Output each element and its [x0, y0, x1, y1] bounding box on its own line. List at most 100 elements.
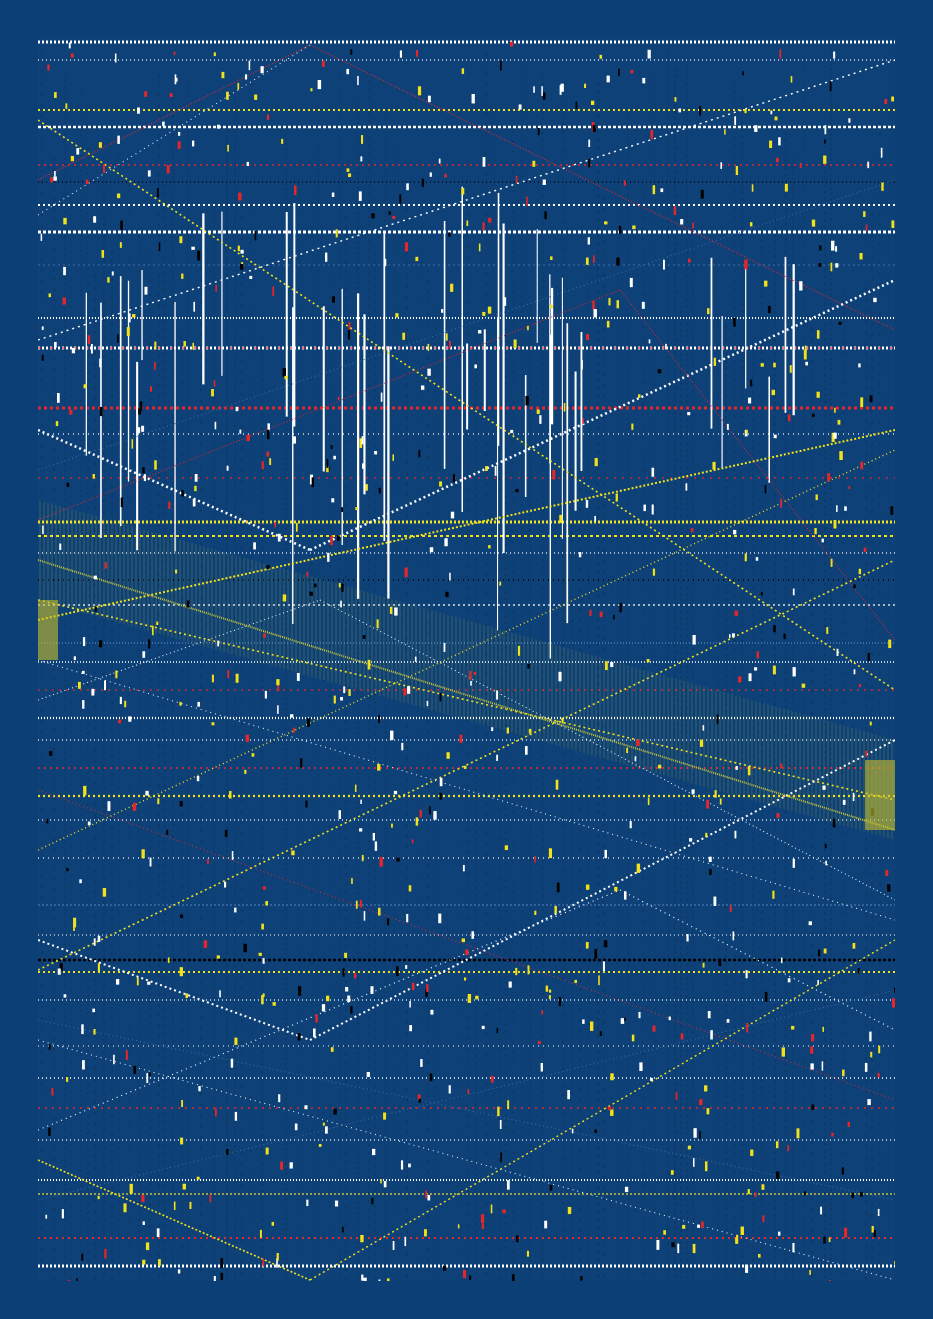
confetti-mark	[214, 421, 217, 430]
confetti-mark	[313, 583, 317, 588]
confetti-mark	[471, 93, 475, 104]
confetti-mark	[234, 1111, 238, 1121]
confetti-mark	[396, 857, 400, 862]
confetti-mark	[734, 830, 737, 839]
confetti-mark	[673, 206, 677, 216]
confetti-mark	[532, 160, 536, 167]
confetti-mark	[536, 409, 540, 414]
confetti-mark	[425, 1190, 427, 1199]
confetti-mark	[835, 263, 839, 268]
confetti-mark	[141, 425, 145, 432]
confetti-mark	[639, 1062, 643, 1072]
confetti-mark	[92, 1008, 96, 1013]
confetti-mark	[142, 651, 146, 658]
confetti-mark	[54, 170, 56, 177]
confetti-mark	[894, 1260, 895, 1265]
confetti-mark	[863, 211, 866, 217]
confetti-mark	[230, 1058, 234, 1068]
confetti-mark	[829, 81, 832, 92]
confetti-mark	[848, 485, 851, 490]
confetti-mark	[839, 451, 843, 461]
confetti-mark	[142, 1259, 146, 1265]
confetti-mark	[892, 998, 895, 1008]
confetti-mark	[430, 1009, 434, 1015]
confetti-mark	[680, 219, 684, 225]
confetti-mark	[877, 1072, 880, 1078]
confetti-mark	[665, 343, 667, 350]
confetti-mark	[81, 1253, 84, 1261]
confetti-mark	[107, 277, 110, 283]
confetti-mark	[374, 451, 378, 455]
confetti-mark	[581, 360, 583, 370]
confetti-mark	[425, 989, 428, 997]
confetti-mark	[148, 1072, 151, 1077]
confetti-mark	[563, 402, 566, 412]
confetti-mark	[239, 263, 244, 270]
confetti-mark	[712, 461, 716, 470]
confetti-mark	[463, 977, 467, 981]
confetti-mark	[261, 461, 264, 470]
confetti-mark	[71, 347, 76, 354]
confetti-mark	[838, 321, 842, 325]
confetti-mark	[194, 485, 197, 492]
confetti-mark	[525, 395, 529, 406]
confetti-mark	[360, 156, 363, 162]
confetti-mark	[439, 792, 442, 800]
confetti-mark	[312, 1028, 316, 1038]
confetti-mark	[429, 547, 434, 553]
confetti-mark	[517, 645, 521, 656]
confetti-mark	[790, 76, 793, 83]
confetti-mark	[61, 1209, 64, 1219]
confetti-mark	[174, 74, 177, 85]
confetti-mark	[677, 1243, 680, 1254]
confetti-mark	[487, 306, 492, 314]
confetti-mark	[173, 1201, 176, 1211]
confetti-mark	[374, 841, 378, 851]
confetti-mark	[309, 474, 314, 485]
confetti-mark	[360, 135, 364, 144]
confetti-mark	[56, 393, 60, 403]
confetti-mark	[439, 777, 443, 787]
confetti-mark	[810, 1063, 814, 1070]
confetti-mark	[115, 670, 118, 679]
confetti-mark	[599, 54, 603, 59]
confetti-mark	[629, 821, 632, 829]
confetti-mark	[48, 1127, 51, 1136]
confetti-mark	[404, 242, 409, 252]
confetti-mark	[588, 139, 591, 148]
confetti-mark	[772, 665, 776, 675]
confetti-mark	[469, 671, 472, 680]
confetti-mark	[402, 332, 406, 340]
confetti-mark	[735, 166, 739, 176]
confetti-mark	[274, 522, 276, 528]
confetti-mark	[104, 1248, 107, 1259]
confetti-mark	[610, 662, 614, 668]
confetti-mark	[63, 994, 67, 998]
confetti-mark	[333, 1108, 337, 1115]
confetti-mark	[152, 625, 154, 636]
confetti-mark	[699, 105, 702, 116]
confetti-mark	[311, 477, 315, 488]
confetti-mark	[485, 466, 488, 471]
confetti-mark	[647, 49, 651, 59]
confetti-mark	[618, 225, 622, 234]
confetti-mark	[726, 1019, 730, 1023]
confetti-mark	[196, 776, 200, 782]
confetti-mark	[858, 683, 861, 688]
confetti-mark	[390, 730, 394, 741]
confetti-mark	[685, 483, 688, 491]
confetti-mark	[146, 1073, 149, 1083]
confetti-mark	[488, 217, 492, 223]
confetti-mark	[652, 185, 656, 195]
confetti-mark	[733, 317, 736, 327]
confetti-mark	[92, 473, 95, 479]
confetti-mark	[853, 584, 856, 589]
confetti-mark	[189, 1201, 192, 1209]
confetti-mark	[317, 79, 322, 90]
confetti-mark	[169, 93, 173, 98]
confetti-mark	[98, 640, 103, 648]
confetti-mark	[745, 970, 748, 979]
confetti-mark	[616, 257, 620, 266]
confetti-mark	[606, 320, 610, 328]
confetti-mark	[853, 669, 856, 675]
